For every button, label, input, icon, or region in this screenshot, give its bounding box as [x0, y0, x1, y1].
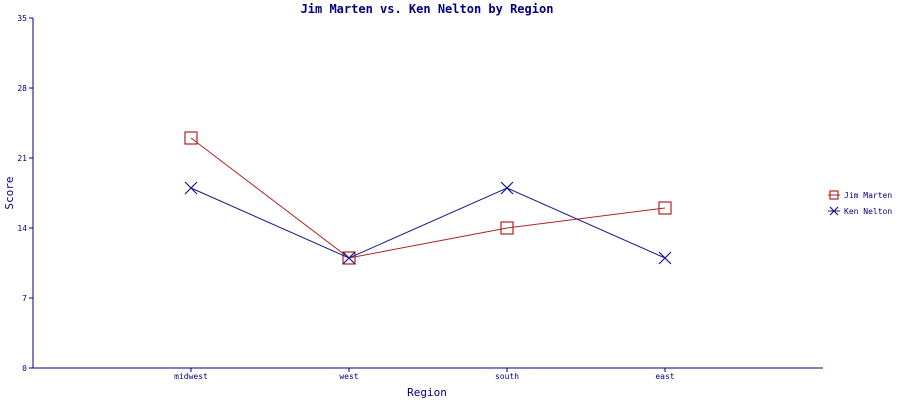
data-point	[500, 181, 514, 195]
data-point-stroke	[184, 181, 198, 195]
y-tick-label: 14	[17, 224, 27, 233]
data-point-stroke	[500, 181, 514, 195]
data-point	[500, 221, 514, 235]
series-2	[184, 181, 672, 265]
data-point	[184, 181, 198, 195]
x-tick-label: south	[495, 372, 519, 381]
x-axis-label: Region	[407, 386, 447, 399]
chart-title: Jim Marten vs. Ken Nelton by Region	[301, 2, 554, 16]
legend-marker	[829, 206, 839, 216]
y-tick-label: 21	[17, 154, 27, 163]
legend-item: Jim Marten	[828, 190, 892, 200]
legend-label: Jim Marten	[844, 191, 892, 200]
legend: Jim Marten Ken Nelton	[828, 190, 892, 216]
y-axis-label: Score	[3, 176, 16, 209]
series-line	[190, 187, 666, 259]
data-point	[658, 201, 672, 215]
y-tick-label: 28	[17, 84, 27, 93]
x-ticks: midwest west south east	[174, 368, 675, 381]
data-point	[658, 251, 672, 265]
axes	[32, 18, 823, 369]
x-tick-label: west	[339, 372, 358, 381]
data-point-stroke	[658, 251, 672, 265]
data-point	[342, 251, 356, 265]
y-tick-label: 35	[17, 14, 27, 23]
y-tick-label: 7	[22, 294, 27, 303]
series-line	[190, 137, 666, 259]
data-point-stroke	[342, 251, 356, 265]
series-1	[184, 131, 672, 265]
legend-marker-stroke	[829, 206, 839, 216]
series-group	[184, 131, 672, 265]
x-tick-label: midwest	[174, 372, 208, 381]
legend-item: Ken Nelton	[828, 206, 892, 216]
data-point	[184, 131, 198, 145]
y-tick-label: 0	[22, 364, 27, 373]
y-ticks: 0 7 14 21 28 35	[17, 14, 33, 373]
x-tick-label: east	[655, 372, 674, 381]
legend-label: Ken Nelton	[844, 207, 892, 216]
legend-marker	[829, 190, 839, 200]
data-point	[342, 251, 356, 265]
